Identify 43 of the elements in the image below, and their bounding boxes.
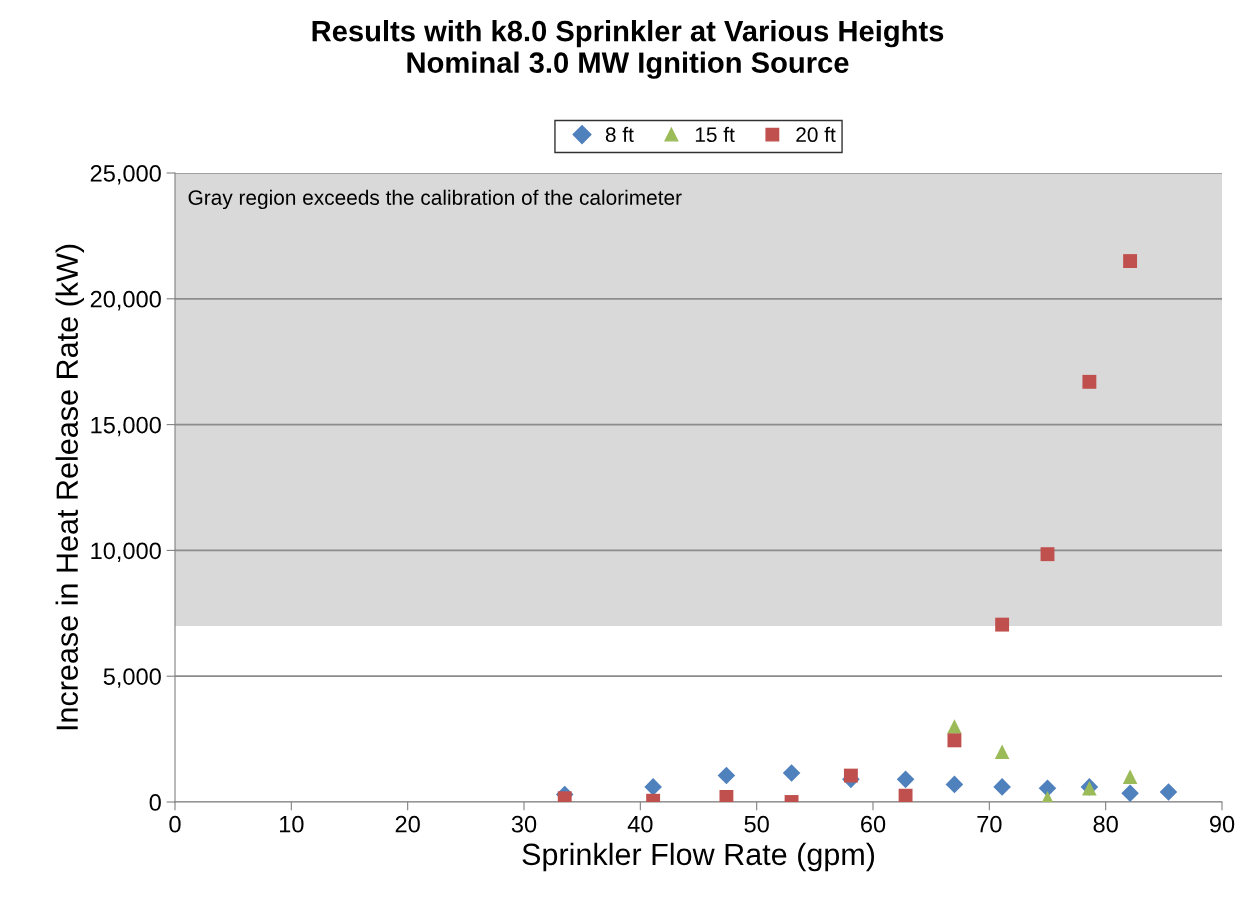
y-tick-label: 0 <box>149 794 161 811</box>
point <box>644 778 662 796</box>
y-tick-label: 5,000 <box>103 668 161 688</box>
point <box>896 770 915 789</box>
point <box>843 768 858 783</box>
x-tick-label: 60 <box>861 815 886 833</box>
point <box>1123 254 1138 268</box>
x-tick-label: 0 <box>169 815 181 833</box>
point <box>947 733 962 748</box>
point <box>1038 779 1057 797</box>
point <box>993 778 1011 796</box>
band-label: Gray region exceeds the calibration of the calorimeter <box>188 189 682 210</box>
chart-title: Results with k8.0 Sprinkler at Various Heights Nominal 3.0 MW Ignition Source <box>312 20 944 79</box>
point <box>1082 374 1097 389</box>
legend-label: 8 ft <box>605 126 634 143</box>
x-tick-label: 40 <box>627 815 653 833</box>
x-tick-label: 80 <box>1093 815 1118 833</box>
point <box>1121 784 1139 802</box>
point <box>782 764 801 782</box>
point <box>1159 783 1178 801</box>
x-tick-label: 30 <box>511 815 537 833</box>
point <box>995 617 1010 632</box>
point <box>947 719 962 734</box>
point <box>1122 769 1138 785</box>
legend-label: 15 ft <box>695 126 735 143</box>
point <box>898 788 913 802</box>
x-tick-label: 90 <box>1209 815 1235 833</box>
y-axis-title: Increase in Heat Release Rate (kW) <box>55 244 85 730</box>
x-tick-label: 10 <box>280 815 304 833</box>
point <box>717 766 736 785</box>
y-tick-label: 15,000 <box>91 416 161 437</box>
point <box>719 790 734 802</box>
y-tick-label: 10,000 <box>91 542 161 562</box>
point <box>1040 547 1055 562</box>
point <box>994 744 1010 759</box>
point <box>945 775 964 794</box>
legend-label: 20 ft <box>796 126 836 143</box>
x-axis-title: Sprinkler Flow Rate (gpm) <box>522 842 875 872</box>
y-tick-label: 20,000 <box>90 290 161 311</box>
x-tick-label: 20 <box>395 815 420 833</box>
y-tick-label: 25,000 <box>90 165 161 185</box>
x-tick-label: 50 <box>744 815 769 833</box>
x-tick-label: 70 <box>977 815 1002 833</box>
